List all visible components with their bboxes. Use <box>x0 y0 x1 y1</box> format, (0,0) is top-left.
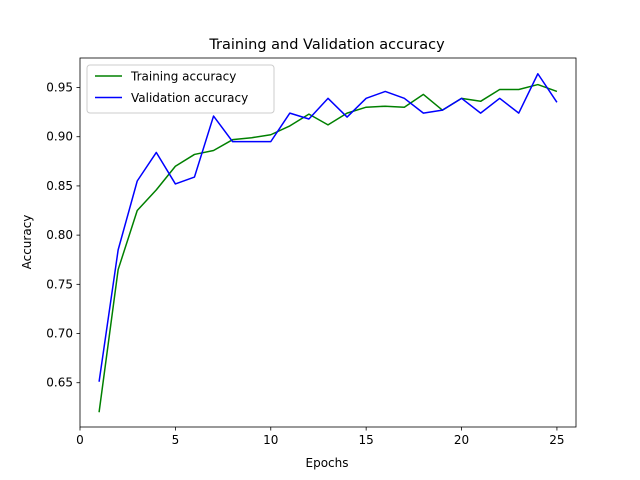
y-tick-label: 0.75 <box>46 277 73 291</box>
y-tick-label: 0.85 <box>46 179 73 193</box>
y-axis-label: Accuracy <box>20 215 34 270</box>
x-tick-label: 15 <box>359 433 374 447</box>
chart-title: Training and Validation accuracy <box>208 37 445 53</box>
y-tick-label: 0.65 <box>46 376 73 390</box>
y-tick-label: 0.70 <box>46 327 73 341</box>
x-axis-label: Epochs <box>306 456 349 470</box>
plot-area: 0 5 10 15 20 25 0.65 0.70 0.75 0.80 0.85 0.90 0.95 Tr… <box>46 57 577 447</box>
y-tick-label: 0.80 <box>46 228 73 242</box>
y-tick-label: 0.95 <box>46 81 73 95</box>
x-tick-label: 0 <box>76 433 84 447</box>
x-tick-label: 20 <box>454 433 469 447</box>
series-line-2 <box>98 72 558 382</box>
x-tick-label: 25 <box>549 433 564 447</box>
legend-entry-2: Validation accuracy <box>131 91 248 105</box>
legend-entry-1: Training accuracy <box>130 70 236 84</box>
legend-box <box>86 64 275 114</box>
x-tick-label: 5 <box>172 433 180 447</box>
y-tick-label: 0.90 <box>46 130 73 144</box>
series-line-1 <box>98 83 558 413</box>
x-tick-label: 10 <box>263 433 278 447</box>
axes-frame <box>79 57 577 428</box>
